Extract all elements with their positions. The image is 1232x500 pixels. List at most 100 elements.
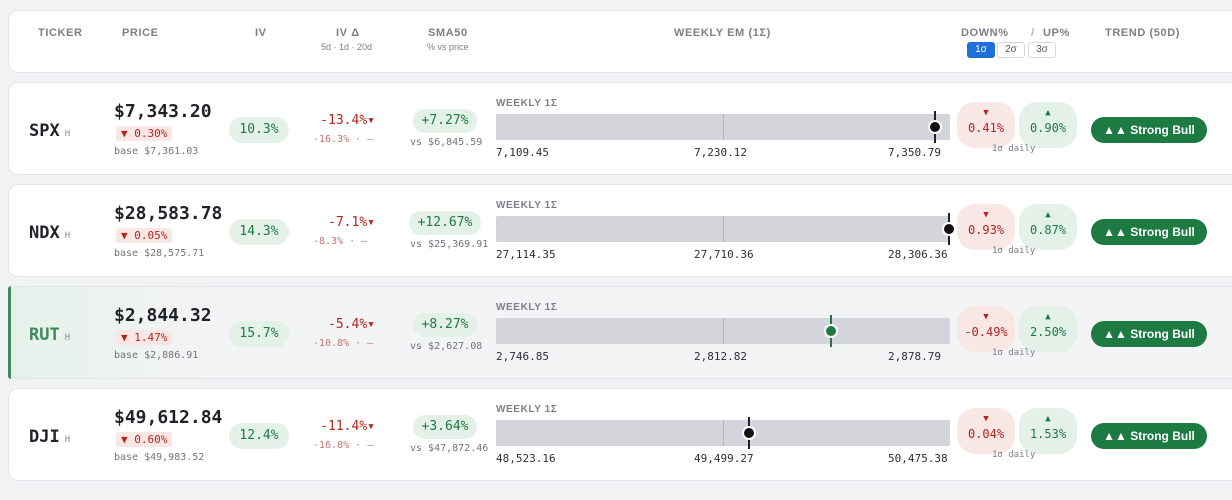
- down-arrow-icon: ▼: [983, 108, 989, 118]
- trend-badge[interactable]: ▲▲ Strong Bull: [1091, 321, 1207, 347]
- sigma-1-button[interactable]: 1σ: [967, 42, 995, 58]
- em-label: WEEKLY 1Σ: [496, 404, 558, 415]
- em-midline: [723, 216, 724, 242]
- col-iv-delta-header[interactable]: IV Δ: [336, 27, 360, 39]
- trend-badge[interactable]: ▲▲ Strong Bull: [1091, 117, 1207, 143]
- iv-pill: 15.7%: [229, 321, 289, 347]
- em-range-track[interactable]: [496, 315, 950, 347]
- price-change-badge: ▼ 0.30%: [116, 126, 173, 141]
- col-ticker-header[interactable]: TICKER: [38, 27, 83, 39]
- sigma-2-button[interactable]: 2σ: [997, 42, 1025, 58]
- up-arrow-icon: ▲: [1045, 312, 1051, 322]
- em-range-track[interactable]: [496, 111, 950, 143]
- up-value: 2.50%: [1029, 325, 1067, 339]
- iv-pill: 14.3%: [229, 219, 289, 245]
- em-mid: 7,230.12: [694, 146, 747, 159]
- daily-label: 1σ daily: [992, 450, 1036, 460]
- sma-pill: +8.27%: [412, 313, 478, 337]
- col-down-header[interactable]: DOWN%: [961, 27, 1009, 39]
- trend-badge[interactable]: ▲▲ Strong Bull: [1091, 423, 1207, 449]
- up-arrow-icon: ▲: [1045, 108, 1051, 118]
- ticker-symbol[interactable]: RUT H: [29, 325, 70, 345]
- em-position-dot[interactable]: [742, 426, 756, 440]
- trend-badge[interactable]: ▲▲ Strong Bull: [1091, 219, 1207, 245]
- table-header: TICKER PRICE IV IV Δ 5d · 1d · 20d SMA50…: [8, 10, 1232, 73]
- iv-delta-value: -7.1%▾: [328, 215, 375, 230]
- down-pill: ▼ -0.49%: [957, 306, 1015, 352]
- col-up-header[interactable]: UP%: [1043, 27, 1070, 39]
- ticker-flag: H: [64, 333, 71, 343]
- ticker-label: NDX: [29, 223, 60, 243]
- em-high: 28,306.36: [888, 248, 948, 261]
- header-separator: /: [1031, 27, 1035, 39]
- sma-pill-wrap: +3.64%: [405, 415, 485, 439]
- up-pill: ▲ 1.53%: [1019, 408, 1077, 454]
- col-sma50-header[interactable]: SMA50: [428, 27, 468, 39]
- ticker-symbol[interactable]: NDX H: [29, 223, 70, 243]
- em-range-track[interactable]: [496, 213, 956, 245]
- em-position-dot[interactable]: [942, 222, 956, 236]
- sma-vs-price: vs $2,627.08: [410, 341, 483, 352]
- down-value: -0.49%: [964, 325, 1008, 339]
- sma-pill: +3.64%: [412, 415, 478, 439]
- table-row[interactable]: DJI H $49,612.84 ▼ 0.60% base $49,983.52 …: [8, 388, 1232, 481]
- em-midline: [723, 318, 724, 344]
- em-high: 50,475.38: [888, 452, 948, 465]
- price-value: $28,583.78: [114, 203, 223, 224]
- sma-pill: +12.67%: [408, 211, 482, 235]
- col-sma50-subheader: % vs price: [427, 42, 469, 52]
- col-weekly-em-header[interactable]: WEEKLY EM (1Σ): [674, 27, 771, 39]
- price-value: $2,844.32: [114, 305, 212, 326]
- col-iv-header[interactable]: IV: [255, 27, 267, 39]
- price-value: $7,343.20: [114, 101, 212, 122]
- iv-pill: 12.4%: [229, 423, 289, 449]
- ticker-symbol[interactable]: DJI H: [29, 427, 70, 447]
- em-low: 7,109.45: [496, 146, 549, 159]
- up-value: 1.53%: [1029, 427, 1067, 441]
- ticker-symbol[interactable]: SPX H: [29, 121, 70, 141]
- down-arrow-icon: ▼: [983, 414, 989, 424]
- iv-delta-value: -11.4%▾: [320, 419, 375, 434]
- up-pill: ▲ 0.87%: [1019, 204, 1077, 250]
- sigma-3-button[interactable]: 3σ: [1028, 42, 1056, 58]
- iv-pill: 10.3%: [229, 117, 289, 143]
- down-pill: ▼ 0.04%: [957, 408, 1015, 454]
- up-value: 0.87%: [1029, 223, 1067, 237]
- iv-delta-sub: -8.3% · —: [313, 236, 368, 247]
- daily-label: 1σ daily: [992, 348, 1036, 358]
- base-price: base $28,575.71: [114, 248, 205, 259]
- em-mid: 27,710.36: [694, 248, 754, 261]
- iv-delta-value: -13.4%▾: [320, 113, 375, 128]
- ticker-label: SPX: [29, 121, 60, 141]
- down-arrow-icon: ▼: [983, 210, 989, 220]
- em-label: WEEKLY 1Σ: [496, 200, 558, 211]
- down-pill: ▼ 0.93%: [957, 204, 1015, 250]
- sma-pill-wrap: +12.67%: [405, 211, 485, 235]
- daily-label: 1σ daily: [992, 246, 1036, 256]
- col-iv-delta-subheader: 5d · 1d · 20d: [321, 42, 373, 52]
- table-row[interactable]: RUT H $2,844.32 ▼ 1.47% base $2,886.91 15…: [8, 286, 1232, 379]
- iv-delta-value: -5.4%▾: [328, 317, 375, 332]
- em-label: WEEKLY 1Σ: [496, 98, 558, 109]
- ticker-label: DJI: [29, 427, 60, 447]
- up-pill: ▲ 2.50%: [1019, 306, 1077, 352]
- iv-delta-sub: -16.3% · —: [313, 134, 374, 145]
- em-position-dot[interactable]: [824, 324, 838, 338]
- up-value: 0.90%: [1029, 121, 1067, 135]
- base-price: base $49,983.52: [114, 452, 205, 463]
- table-row[interactable]: NDX H $28,583.78 ▼ 0.05% base $28,575.71 …: [8, 184, 1232, 277]
- table-row[interactable]: SPX H $7,343.20 ▼ 0.30% base $7,361.03 10…: [8, 82, 1232, 175]
- sma-pill-wrap: +7.27%: [405, 109, 485, 133]
- price-change-badge: ▼ 0.60%: [116, 432, 173, 447]
- em-range-track[interactable]: [496, 417, 950, 449]
- col-price-header[interactable]: PRICE: [122, 27, 159, 39]
- em-high: 7,350.79: [888, 146, 941, 159]
- em-position-dot[interactable]: [928, 120, 942, 134]
- iv-delta-sub: -16.8% · —: [313, 440, 374, 451]
- up-arrow-icon: ▲: [1045, 414, 1051, 424]
- price-change-badge: ▼ 0.05%: [116, 228, 173, 243]
- col-trend-header[interactable]: TREND (50D): [1105, 27, 1181, 39]
- sma-vs-price: vs $47,872.46: [410, 443, 489, 454]
- ticker-label: RUT: [29, 325, 60, 345]
- sma-pill-wrap: +8.27%: [405, 313, 485, 337]
